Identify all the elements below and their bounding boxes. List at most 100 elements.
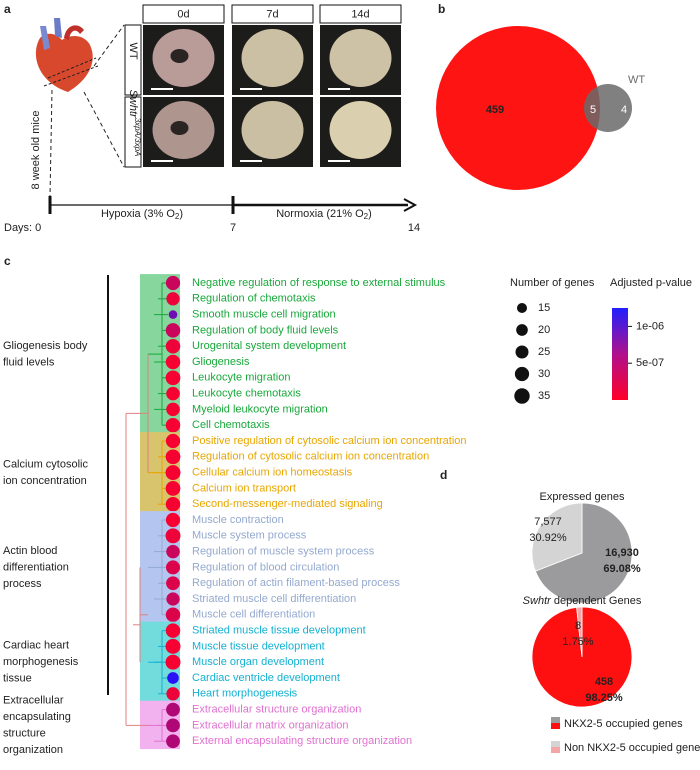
size-key-label: 30 [538, 368, 550, 380]
term-dot [166, 576, 180, 591]
term-label: Positive regulation of cytosolic calcium… [192, 435, 467, 447]
term-label: Muscle contraction [192, 514, 284, 526]
phase-end: ) [368, 208, 372, 220]
term-label: Smooth muscle cell migration [192, 309, 336, 321]
pie-title: Swhtr dependent Genes [523, 595, 642, 607]
day-tick: 14 [408, 222, 420, 234]
term-label: Regulation of body fluid levels [192, 324, 339, 336]
time-header: 14d [351, 8, 369, 20]
pie-value-label: 16,930 [605, 547, 639, 559]
term-dot [165, 323, 181, 338]
side-label: 8 week old mice [30, 111, 42, 190]
venn-count: 459 [486, 104, 504, 116]
term-label: Regulation of cytosolic calcium ion conc… [192, 451, 429, 463]
term-label: Striated muscle tissue development [192, 625, 366, 637]
term-dot [166, 386, 180, 401]
term-label: Leukocyte chemotaxis [192, 388, 301, 400]
term-dot [166, 402, 180, 417]
phase-text: Normoxia (21% O [276, 208, 364, 220]
time-header: 7d [266, 8, 278, 20]
phase-sub: 2 [364, 212, 369, 221]
cluster-label: fluid levels [3, 356, 55, 368]
term-label: Cell chemotaxis [192, 419, 270, 431]
legend-swatch [551, 747, 560, 753]
venn-set [584, 84, 632, 132]
pie-value-label: 8 [575, 620, 581, 632]
pie-percent-label: 69.08% [603, 563, 641, 575]
phase-text: Hypoxia (3% O [101, 208, 175, 220]
term-label: Leukocyte migration [192, 372, 290, 384]
row-label-text: WT [127, 42, 139, 59]
term-label: Myeloid leukocyte migration [192, 403, 328, 415]
term-label: External encapsulating structure organiz… [192, 735, 412, 747]
term-dot [165, 654, 181, 670]
heart-section [241, 29, 304, 87]
venn-set [436, 26, 600, 190]
phase-label: Hypoxia (3% O2) [101, 208, 183, 221]
term-label: Regulation of muscle system process [192, 546, 375, 558]
term-label: Gliogenesis [192, 356, 250, 368]
cluster-label: differentiation [3, 561, 69, 573]
term-dot [166, 687, 180, 701]
cluster-label: encapsulating [3, 711, 71, 723]
lumen [170, 49, 189, 63]
term-label: Cellular calcium ion homeostasis [192, 467, 353, 479]
size-key [514, 388, 530, 404]
term-dot [166, 592, 180, 606]
days-label: Days: 0 [4, 222, 41, 234]
term-label: Extracellular structure organization [192, 704, 361, 716]
term-dot [165, 638, 181, 654]
term-dot [165, 560, 181, 575]
pie-percent-label: 98.25% [585, 692, 623, 704]
term-label: Cardiac ventricle development [192, 672, 340, 684]
cluster-label: process [3, 578, 42, 590]
row-label-box [124, 24, 142, 96]
pie-percent-label: 30.92% [529, 532, 567, 544]
size-key-label: 15 [538, 302, 550, 314]
size-key [516, 302, 528, 314]
venn-label: Swhtr3xpA/3xpA [480, 31, 547, 46]
pie-slice [534, 502, 633, 604]
cluster-label: Actin blood [3, 545, 57, 557]
header-box [319, 4, 402, 24]
term-dot [165, 370, 181, 386]
legend-label: NKX2-5 occupied genes [564, 718, 683, 730]
pie-value-label: 458 [595, 676, 613, 688]
term-dot [165, 338, 181, 354]
term-dot [165, 465, 181, 481]
phase-sub: 2 [175, 212, 180, 221]
cluster-label: tissue [3, 673, 32, 685]
dash-line [49, 89, 53, 197]
phase-label: Normoxia (21% O2) [276, 208, 372, 221]
term-label: Calcium ion transport [192, 482, 296, 494]
term-label: Second-messenger-mediated signaling [192, 498, 383, 510]
pie-title: Expressed genes [540, 491, 625, 503]
term-label: Negative regulation of response to exter… [192, 277, 446, 289]
term-label: Regulation of chemotaxis [192, 293, 316, 305]
dash-line [93, 24, 125, 67]
row-label-text: Swhtr [127, 90, 139, 119]
cluster-label: organization [3, 744, 63, 756]
term-dot [165, 275, 181, 291]
time-header: 0d [177, 8, 189, 20]
size-key [515, 345, 529, 359]
cluster-label: Extracellular [3, 695, 64, 707]
term-dot [168, 310, 178, 319]
panel-letter: d [440, 468, 447, 482]
term-dot [165, 417, 181, 433]
pie-percent-label: 1.75% [562, 636, 593, 648]
dash-line [83, 91, 125, 168]
term-dot [165, 354, 181, 370]
legend-title: Number of genes [510, 277, 595, 289]
term-label: Heart morphogenesis [192, 688, 298, 700]
size-key-label: 35 [538, 390, 550, 402]
pie-slice [531, 502, 583, 572]
phase-end: ) [179, 208, 183, 220]
arrow-head [403, 198, 418, 212]
heart-icon [35, 18, 99, 92]
venn-label-text: Swhtr [480, 34, 509, 46]
legend-label: Non NKX2-5 occupied genes [564, 742, 700, 754]
term-dot [165, 481, 181, 496]
venn-label-sup: 3xpA/3xpA [508, 31, 547, 40]
term-label: Muscle tissue development [192, 640, 325, 652]
